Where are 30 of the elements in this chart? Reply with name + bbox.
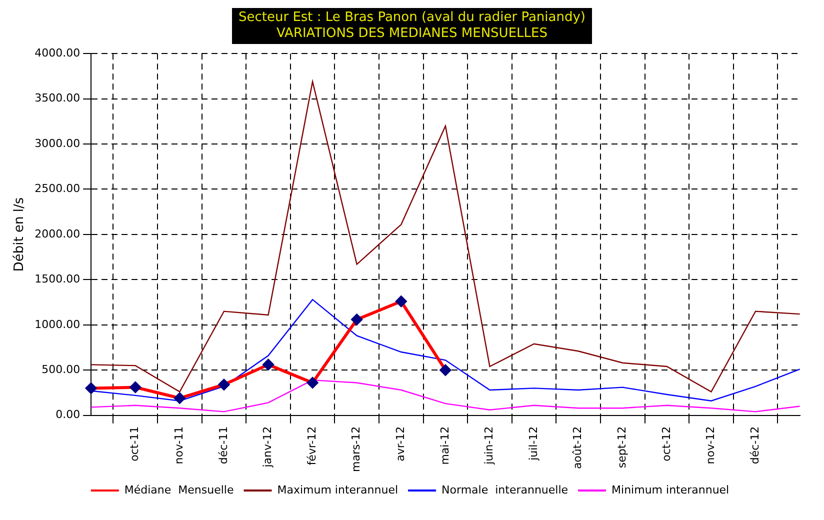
x-tick-label: nov-11 bbox=[172, 426, 186, 464]
x-tick-label: févr-12 bbox=[305, 426, 318, 466]
x-tick-label: mai-12 bbox=[438, 426, 452, 465]
y-tick-label: 0.00 bbox=[56, 408, 80, 422]
x-tick-label: juil-12 bbox=[526, 426, 540, 462]
y-axis-title: Débit en l/s bbox=[12, 197, 28, 272]
legend-label: Minimum interannuel bbox=[612, 483, 730, 496]
y-tick-label: 3000.00 bbox=[34, 136, 80, 150]
x-tick-label: janv-12 bbox=[261, 426, 274, 468]
y-tick-label: 4000.00 bbox=[34, 46, 80, 60]
y-tick-label: 500.00 bbox=[42, 362, 80, 376]
x-tick-label: déc-12 bbox=[748, 426, 762, 464]
x-tick-label: sept-12 bbox=[615, 426, 628, 468]
y-tick-label: 2500.00 bbox=[34, 182, 80, 196]
x-tick-label: oct-12 bbox=[660, 426, 673, 462]
y-tick-label: 3500.00 bbox=[34, 92, 80, 105]
chart-title: Secteur Est : Le Bras Panon (aval du radier Paniandy) VARIATIONS DES MEDIANES MENSUELLES bbox=[238, 10, 586, 42]
y-tick-label: 2000.00 bbox=[34, 227, 80, 240]
legend-label: Médiane Mensuelle bbox=[124, 483, 234, 496]
x-tick-label: juin-12 bbox=[482, 426, 496, 466]
x-tick-label: oct-11 bbox=[128, 426, 142, 462]
legend-label: Normale interannuelle bbox=[442, 483, 568, 496]
legend-label: Maximum interannuel bbox=[277, 483, 398, 496]
y-tick-label: 1500.00 bbox=[34, 272, 80, 286]
x-tick-label: mars-12 bbox=[350, 426, 363, 472]
x-tick-label: avr-12 bbox=[394, 426, 408, 462]
x-tick-label: nov-12 bbox=[704, 426, 718, 464]
x-tick-label: août-12 bbox=[571, 426, 584, 470]
y-tick-label: 1000.00 bbox=[34, 318, 80, 331]
x-tick-label: déc-11 bbox=[216, 426, 230, 464]
